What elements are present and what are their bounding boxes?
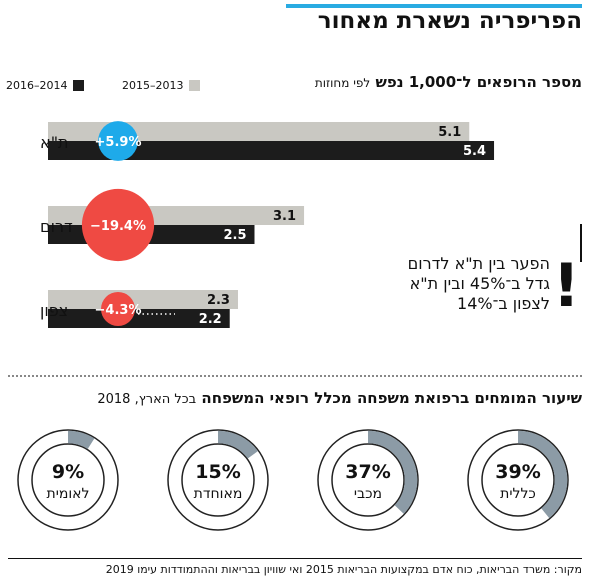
note-accent-rule — [580, 224, 582, 262]
gap-note-line: לצפון ב־14% — [457, 294, 550, 313]
donut-chart: 15% מאוחדת — [167, 429, 269, 531]
bar — [48, 309, 230, 328]
donut-chart: 39% כללית — [467, 429, 569, 531]
gap-note: הפער בין ת"א לדרום גדל ב־45% ובין ת"א לצ… — [408, 254, 550, 314]
legend-label: 2016–2014 — [6, 79, 68, 92]
donut-chart: 37% מכבי — [317, 429, 419, 531]
change-label: −4.3% — [95, 303, 142, 318]
category-label: דרום — [40, 217, 73, 236]
page-title: הפריפריה נשארת מאחור — [317, 8, 582, 34]
donut-category-label: מאוחדת — [194, 486, 243, 502]
donut-share-arc — [18, 430, 118, 530]
legend-item-2015-2013: 2015–2013 — [122, 79, 200, 92]
donut-inner-ring — [331, 443, 405, 517]
bar-value-label: 3.1 — [273, 209, 296, 224]
donut-share-arc — [468, 430, 568, 530]
footer-rule — [8, 558, 582, 559]
donut-value-label: 37% — [345, 461, 390, 483]
change-bubble — [81, 188, 155, 262]
donut-inner-ring — [31, 443, 105, 517]
change-bubble — [98, 121, 138, 161]
bar-chart-title: מספר הרופאים ל־1,000 נפש לפי מחוזות — [315, 73, 582, 91]
bar-chart-title-note: לפי מחוזות — [314, 76, 371, 90]
donut-value-label: 15% — [195, 461, 240, 483]
category-label: ת"א — [40, 133, 69, 152]
legend-swatch — [72, 80, 84, 91]
bar-value-label: 5.1 — [438, 125, 461, 140]
title-accent-rule — [286, 4, 582, 8]
donut-share-arc — [168, 430, 268, 530]
donut-section-title: שיעור המומחים ברפואת משפחה מכלל רופאי המ… — [97, 389, 582, 407]
gap-note-line: הפער בין ת"א לדרום — [407, 254, 550, 273]
exclamation-icon: ! — [552, 251, 580, 321]
bar — [48, 290, 238, 309]
donut-chart: 9% לאומית — [17, 429, 119, 531]
donut-category-label: כללית — [500, 486, 536, 502]
donut-charts: 39% כללית 37% מכבי 15% מאוחדת 9% לאומית — [17, 429, 569, 531]
donut-value-label: 9% — [52, 461, 84, 483]
bar-value-label: 2.5 — [223, 228, 246, 243]
bar-value-label: 2.3 — [207, 293, 230, 308]
donut-title-note: בכל הארץ, 2018 — [97, 392, 197, 407]
bar-chart-title-main: מספר הרופאים ל־1,000 נפש — [375, 73, 582, 91]
section-divider — [8, 375, 582, 377]
source-note: מקור: משרד הבריאות, כוח אדם במקצועות הבר… — [105, 563, 582, 576]
bar-value-label: 5.4 — [463, 144, 486, 159]
change-bubble — [100, 291, 136, 327]
bar — [48, 122, 470, 141]
legend-label: 2015–2013 — [122, 79, 184, 92]
bar-value-label: 2.2 — [199, 312, 222, 327]
category-label: צפון — [40, 301, 68, 320]
donut-inner-ring — [481, 443, 555, 517]
bar-chart: 5.15.4 ת"א +5.9% 3.1 2.5 דרום −19.4% 2.3 2.2 צפון… — [40, 121, 495, 328]
donut-share-arc — [318, 430, 418, 530]
donut-inner-ring — [181, 443, 255, 517]
donut-category-label: מכבי — [354, 486, 382, 502]
change-label: −19.4% — [90, 219, 146, 234]
bar — [48, 141, 495, 160]
donut-title-main: שיעור המומחים ברפואת משפחה מכלל רופאי המ… — [201, 389, 582, 407]
legend-item-2016-2014: 2016–2014 — [6, 79, 84, 92]
donut-category-label: לאומית — [47, 486, 90, 502]
legend-swatch — [188, 80, 200, 91]
gap-note-line: גדל ב־45% ובין ת"א — [409, 274, 550, 293]
donut-value-label: 39% — [495, 461, 540, 483]
change-label: +5.9% — [95, 135, 142, 150]
